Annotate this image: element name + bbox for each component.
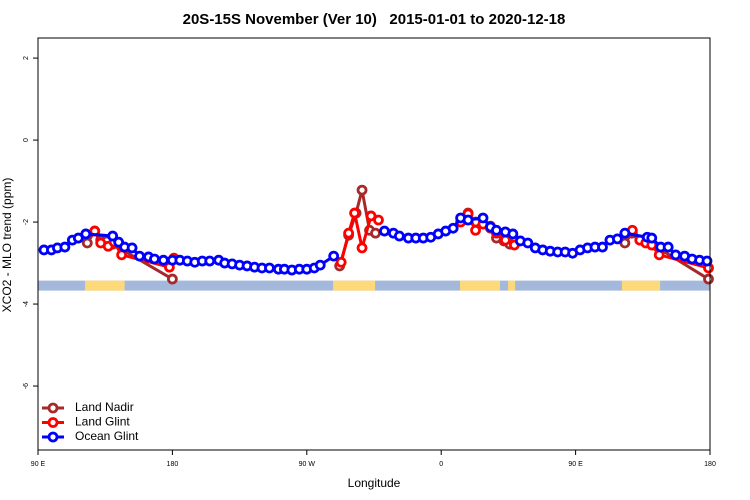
legend-label: Ocean Glint — [75, 429, 139, 443]
data-point — [477, 212, 489, 224]
chart-title: 20S-15S November (Ver 10) 2015-01-01 to … — [183, 11, 566, 28]
data-point — [335, 256, 347, 268]
data-point — [158, 254, 169, 266]
x-tick-label: 180 — [704, 461, 716, 468]
data-point — [703, 273, 714, 285]
data-point — [491, 224, 502, 236]
data-point — [264, 262, 275, 274]
data-point — [373, 214, 384, 226]
data-point — [107, 230, 119, 242]
data-point — [597, 241, 608, 253]
data-point — [379, 225, 390, 237]
land-strip — [460, 280, 501, 291]
data-point — [134, 250, 145, 262]
data-point — [349, 207, 360, 219]
data-point — [126, 242, 138, 254]
legend-marker — [47, 402, 59, 414]
x-axis-label: Longitude — [348, 476, 401, 490]
data-point — [701, 255, 713, 267]
data-point — [462, 214, 474, 226]
x-tick-label: 0 — [439, 461, 443, 468]
data-point — [356, 242, 368, 254]
data-point — [328, 250, 340, 262]
data-point — [204, 255, 216, 267]
y-tick-label: 2 — [23, 56, 30, 60]
y-tick-label: 0 — [23, 138, 30, 142]
x-tick-label: 90 E — [568, 461, 583, 468]
land-strip — [621, 280, 661, 291]
data-point — [59, 241, 71, 253]
data-point — [619, 227, 631, 239]
data-point — [166, 273, 178, 285]
land-strip — [508, 280, 516, 291]
legend-marker — [47, 431, 59, 443]
x-tick-label: 90 W — [299, 461, 316, 468]
data-point — [314, 259, 326, 271]
x-tick-label: 90 E — [31, 461, 46, 468]
y-tick-label: -6 — [23, 383, 30, 389]
data-point — [343, 227, 355, 239]
data-point — [470, 224, 481, 236]
data-point — [646, 232, 658, 244]
plot-frame — [37, 37, 711, 451]
land-strip — [333, 280, 376, 291]
y-tick-label: -2 — [23, 219, 30, 225]
legend-marker — [47, 417, 59, 428]
data-point — [662, 241, 674, 253]
legend-label: Land Glint — [75, 415, 130, 429]
y-axis-label: XCO2 - MLO trend (ppm) — [0, 178, 14, 313]
data-point — [670, 249, 682, 261]
data-point — [81, 237, 93, 249]
data-point — [447, 222, 459, 234]
data-point — [522, 237, 534, 249]
legend-label: Land Nadir — [75, 400, 134, 414]
data-point — [507, 228, 519, 240]
data-point — [612, 233, 623, 245]
x-tick-label: 180 — [167, 461, 179, 468]
y-tick-label: -4 — [23, 301, 30, 307]
data-point — [393, 230, 405, 242]
data-point — [149, 253, 160, 265]
land-strip — [85, 280, 125, 291]
data-point — [370, 227, 381, 239]
data-point — [356, 184, 368, 196]
data-point — [80, 228, 92, 240]
